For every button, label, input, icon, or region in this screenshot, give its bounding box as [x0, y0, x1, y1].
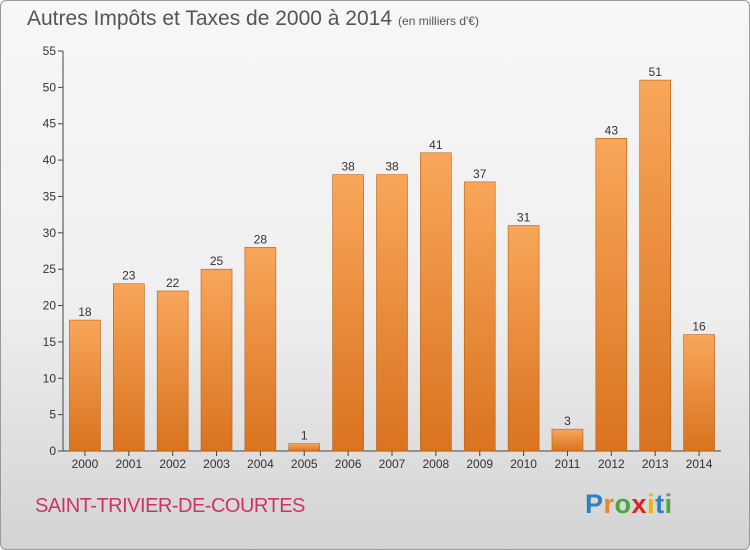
data-label: 37 [473, 167, 487, 181]
y-tick-label: 55 [43, 44, 57, 58]
bar [332, 174, 364, 452]
x-tick-label: 2004 [247, 457, 274, 471]
x-tick-label: 2000 [72, 457, 99, 471]
bar [507, 225, 540, 452]
data-label: 31 [517, 211, 531, 225]
data-label: 3 [564, 414, 571, 428]
title-unit: (en milliers d'€) [398, 14, 480, 28]
data-label: 18 [78, 305, 92, 319]
x-tick-label: 2006 [335, 457, 362, 471]
x-tick-label: 2003 [203, 457, 230, 471]
x-tick-label: 2009 [466, 457, 493, 471]
bar [683, 334, 715, 452]
y-tick-label: 25 [43, 262, 57, 276]
data-label: 28 [254, 232, 268, 246]
data-label: 43 [605, 123, 619, 137]
bar [551, 428, 584, 452]
town-name: SAINT-TRIVIER-DE-COURTES [35, 495, 305, 517]
bar [156, 290, 189, 452]
y-tick-label: 30 [43, 226, 57, 240]
bar [420, 152, 452, 452]
data-label: 38 [385, 160, 399, 174]
logo-letter: r [603, 489, 615, 519]
x-tick-label: 2014 [686, 457, 713, 471]
logo-letter: o [614, 489, 632, 519]
logo-letter: P [585, 489, 604, 519]
chart-title: Autres Impôts et Taxes de 2000 à 2014 (en… [27, 7, 479, 31]
x-tick-label: 2001 [115, 457, 142, 471]
bar [200, 268, 233, 452]
x-tick-label: 2007 [379, 457, 406, 471]
data-label: 1 [301, 429, 308, 443]
y-tick-label: 0 [49, 444, 56, 458]
y-tick-label: 50 [43, 80, 57, 94]
x-tick-label: 2005 [291, 457, 318, 471]
bar [376, 174, 408, 452]
proxiti-logo: Proxiti [585, 489, 673, 520]
x-tick-label: 2002 [159, 457, 186, 471]
logo-letter: i [664, 489, 673, 519]
title-text: Autres Impôts et Taxes de 2000 à 2014 [27, 7, 393, 30]
y-tick-label: 40 [43, 153, 57, 167]
logo-letter: x [631, 489, 648, 519]
bar [463, 181, 496, 452]
bar [69, 319, 101, 452]
x-tick-label: 2012 [598, 457, 625, 471]
logo-letter: t [655, 489, 665, 519]
y-tick-label: 5 [49, 408, 56, 422]
bar [595, 137, 628, 452]
bar [639, 79, 672, 452]
bar [288, 443, 321, 452]
data-label: 25 [210, 254, 224, 268]
y-tick-label: 10 [43, 371, 57, 385]
data-label: 38 [341, 160, 355, 174]
y-tick-label: 20 [43, 299, 57, 313]
data-label: 41 [429, 138, 443, 152]
y-tick-label: 45 [43, 117, 57, 131]
logo-letter: i [647, 489, 656, 519]
y-tick-label: 15 [43, 335, 57, 349]
data-label: 22 [166, 276, 180, 290]
x-tick-label: 2013 [642, 457, 669, 471]
data-label: 16 [692, 320, 706, 334]
x-tick-label: 2008 [423, 457, 450, 471]
x-tick-label: 2011 [555, 457, 581, 471]
x-tick-label: 2010 [510, 457, 537, 471]
bar [244, 247, 277, 452]
data-label: 51 [649, 65, 663, 79]
data-label: 23 [122, 269, 136, 283]
bar [113, 283, 145, 452]
y-tick-label: 35 [43, 189, 57, 203]
